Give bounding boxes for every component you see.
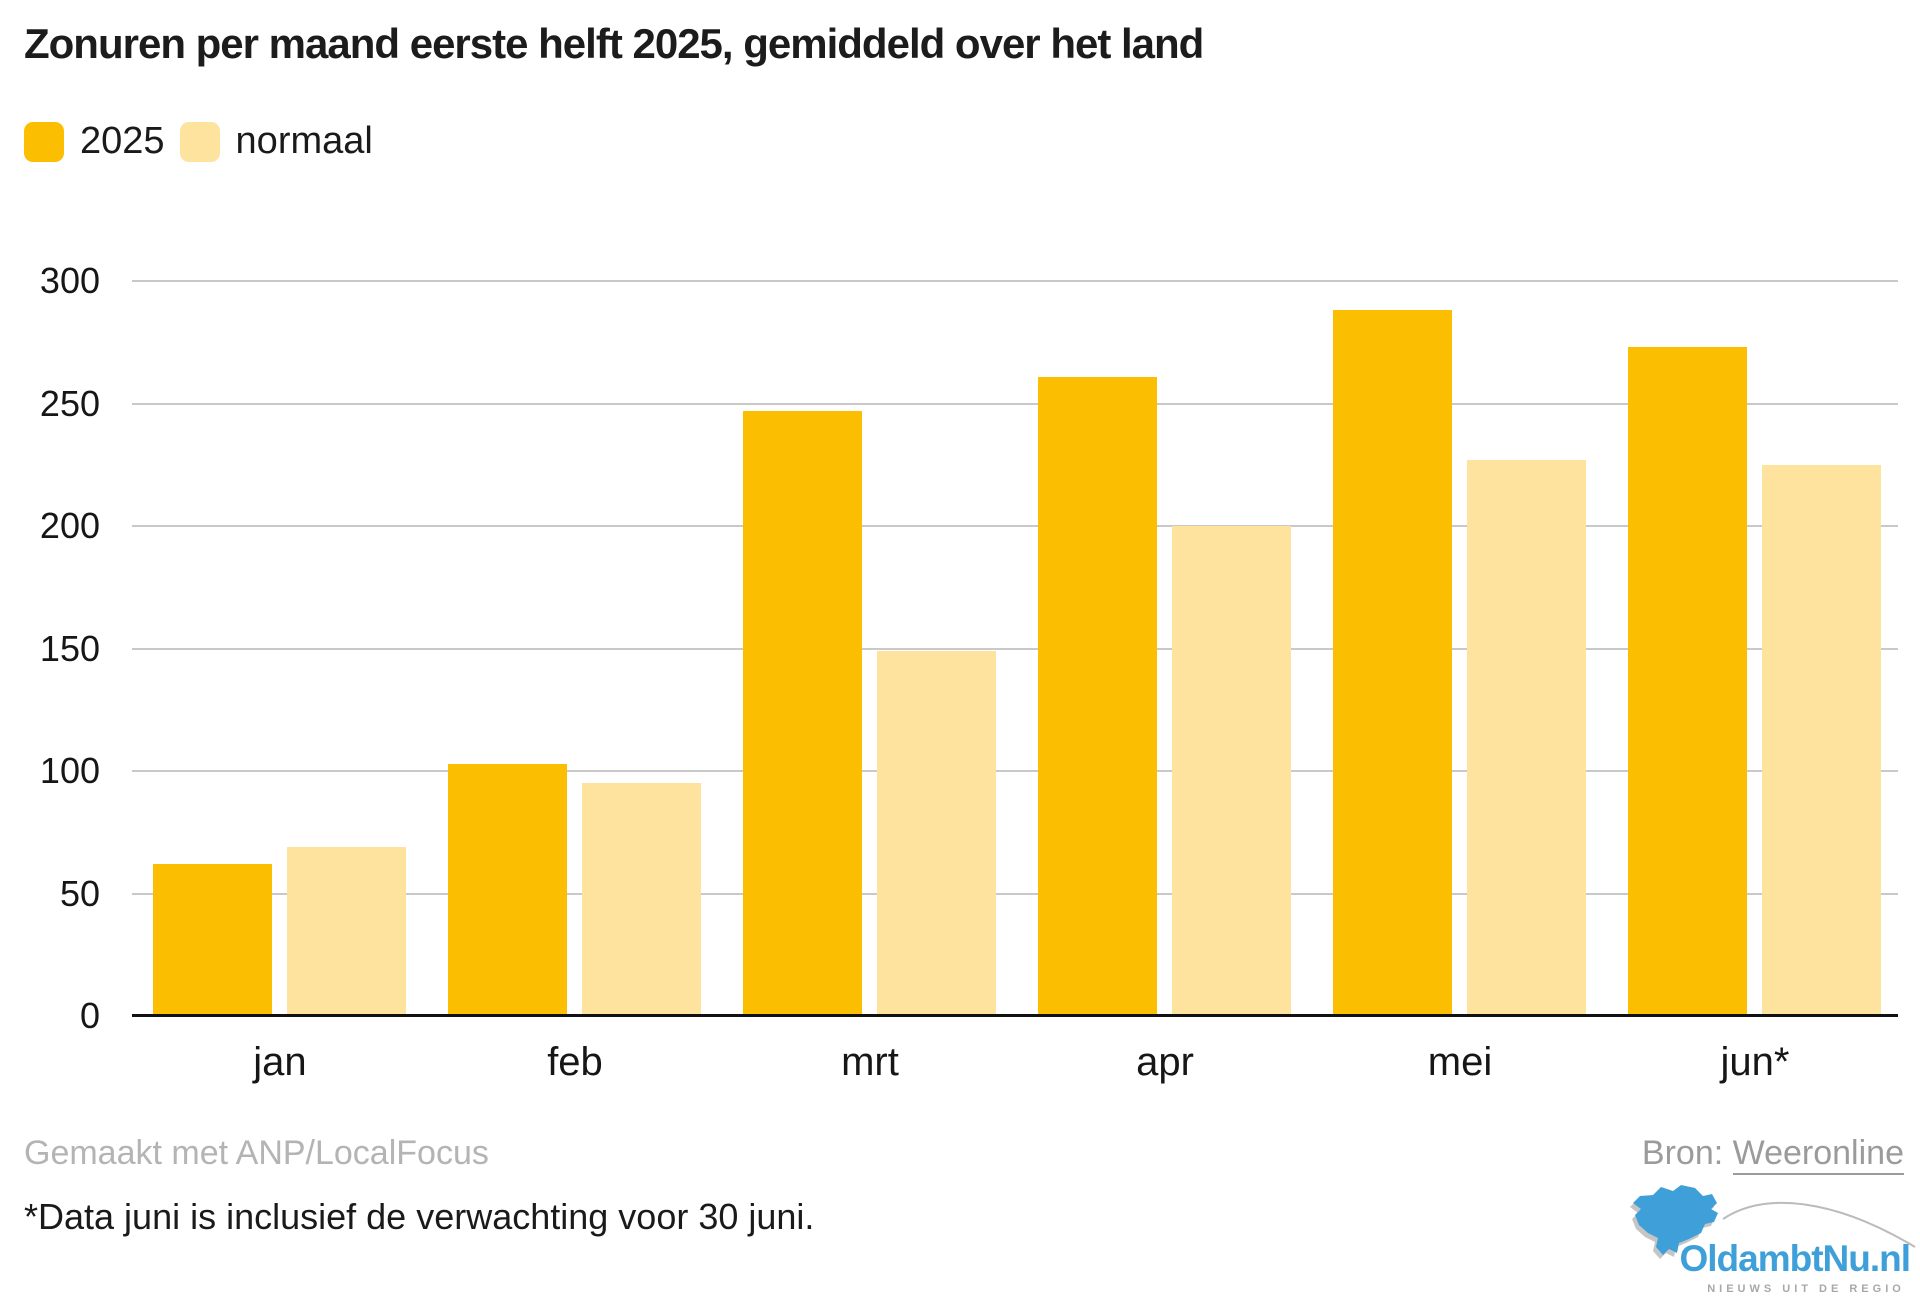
legend-swatch-normaal [179,121,220,162]
x-axis-label-jun: jun* [1720,1040,1790,1084]
footnote-text: *Data juni is inclusief de verwachting v… [24,1196,815,1237]
source-text: Bron: Weeronline [1641,1134,1904,1175]
bar-2025-jan[interactable] [153,864,272,1016]
source-label: Bron: [1641,1134,1724,1172]
bar-normaal-mei[interactable] [1467,460,1586,1016]
x-axis-label-jan: jan [253,1040,307,1084]
bar-2025-apr[interactable] [1038,377,1157,1016]
legend-item-2025: 2025 [24,120,165,163]
x-axis-label-mei: mei [1427,1040,1493,1084]
bar-normaal-mrt[interactable] [877,651,996,1016]
oldambtnu-logo-text[interactable]: OldambtNu.nl [1679,1238,1911,1279]
y-axis-label-200: 200 [39,505,100,546]
bar-normaal-apr[interactable] [1172,526,1291,1016]
gridline-300 [132,280,1898,282]
oldambtnu-logo-graphic[interactable] [1615,1175,1920,1305]
legend-label-normaal: normaal [235,120,373,162]
gridline-50 [132,892,1898,895]
bar-2025-mrt[interactable] [743,411,862,1016]
y-axis-label-300: 300 [39,260,100,301]
gridline-100 [132,770,1898,772]
bar-normaal-feb[interactable] [582,783,701,1016]
legend-swatch-2025 [24,121,64,162]
x-axis-label-apr: apr [1136,1040,1194,1084]
bar-normaal-jan[interactable] [287,847,406,1016]
bar-2025-jun[interactable] [1628,347,1747,1016]
legend: 2025 normaal [24,120,373,163]
gridline-150 [132,647,1898,650]
chart-title: Zonuren per maand eerste helft 2025, gem… [24,20,1204,67]
gridline-200 [132,525,1898,527]
y-axis-label-0: 0 [79,995,100,1036]
bar-normaal-jun[interactable] [1762,465,1881,1016]
y-axis-label-50: 50 [59,872,100,914]
x-axis-label-mrt: mrt [841,1040,899,1084]
y-axis-label-100: 100 [39,750,100,791]
bar-2025-feb[interactable] [448,764,567,1016]
y-axis-label-150: 150 [39,627,100,669]
legend-label-2025: 2025 [80,120,165,162]
y-axis: 0 50 100 150 200 250 300 [0,0,100,1307]
legend-item-normaal: normaal [179,120,373,163]
plot-area [132,280,1898,1017]
logo-swoosh [1722,1201,1916,1248]
x-axis-line [132,1014,1898,1017]
oldambtnu-logo-tagline: NIEUWS UIT DE REGIO [1707,1283,1905,1295]
bar-2025-mei[interactable] [1333,310,1452,1016]
y-axis-label-250: 250 [39,382,100,424]
source-link-weeronline[interactable]: Weeronline [1732,1134,1904,1175]
oldambt-map-icon [1633,1185,1718,1255]
x-axis-label-feb: feb [547,1040,603,1084]
gridline-250 [132,402,1898,405]
credit-text: Gemaakt met ANP/LocalFocus [24,1134,489,1172]
